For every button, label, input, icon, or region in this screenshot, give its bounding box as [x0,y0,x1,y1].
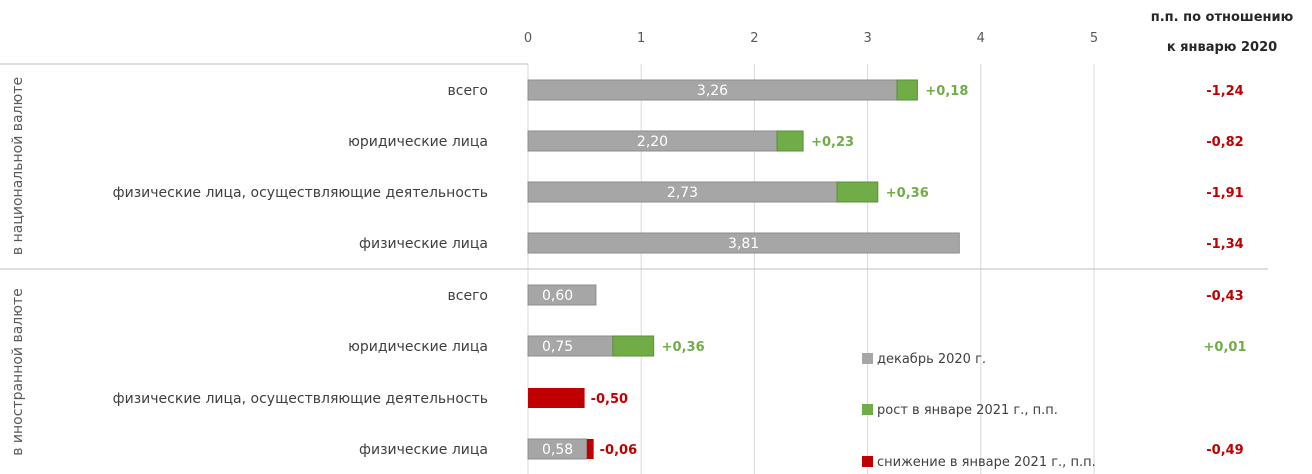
data-label-december: 2,73 [667,185,698,201]
category-label: физические лица, осуществляющие деятельн… [113,391,488,407]
legend-label: декабрь 2020 г. [877,352,986,367]
legend-label: рост в январе 2021 г., п.п. [877,403,1058,418]
category-label: физические лица [359,442,488,458]
legend-swatch [862,456,873,467]
table-row: всего 3,26 +0,18 -1,24 [448,79,1244,101]
table-row: физические лица, осуществляющие деятельн… [113,181,1244,203]
bar-increase [896,79,918,101]
table-row: физические лица, осуществляющие деятельн… [113,388,628,408]
pp-vs-jan2020: -1,91 [1206,186,1243,201]
data-label-change: +0,36 [662,340,705,355]
legend-label: снижение в январе 2021 г., п.п. [877,455,1096,470]
legend-item: декабрь 2020 г. [862,352,986,367]
x-tick-label: 0 [524,31,532,46]
legend-item: снижение в январе 2021 г., п.п. [862,455,1096,470]
legend-item: рост в январе 2021 г., п.п. [862,403,1058,418]
data-label-change: +0,36 [886,186,929,201]
pp-vs-jan2020: -1,34 [1206,237,1243,252]
group-labels: в национальной валюте в иностранной валют… [10,77,26,456]
category-label: физические лица, осуществляющие деятельн… [113,185,488,201]
pp-vs-jan2020: -1,24 [1206,84,1243,99]
table-row: физические лица 3,81 -1,34 [359,232,1244,254]
category-label: всего [448,83,488,99]
data-label-change: +0,18 [925,84,968,99]
pp-vs-jan2020: -0,43 [1206,289,1243,304]
x-tick-label: 1 [637,31,645,46]
table-row: всего 0,60 -0,43 [448,284,1244,306]
group-label: в национальной валюте [10,77,26,255]
x-tick-label: 2 [750,31,758,46]
group-label: в иностранной валюте [10,288,26,456]
right-header-line-2: к январю 2020 [1167,40,1277,55]
table-row: физические лица 0,58 -0,06 -0,49 [359,438,1244,460]
x-axis-ticks: 0 1 2 3 4 5 [524,31,1098,46]
category-label: юридические лица [348,134,488,150]
category-label: всего [448,288,488,304]
pp-vs-jan2020: -0,49 [1206,443,1243,458]
bar-increase [776,130,804,152]
data-label-december: 2,20 [637,134,668,150]
table-row: юридические лица 0,75 +0,36 +0,01 [348,335,1247,357]
bar-december [527,284,597,306]
x-tick-label: 3 [863,31,871,46]
legend-swatch [862,353,873,364]
bar-increase [612,335,655,357]
table-row: юридические лица 2,20 +0,23 -0,82 [348,130,1244,152]
category-label: физические лица [359,236,488,252]
bar-decrease [586,439,594,459]
data-label-december: 0,75 [542,339,573,355]
right-header-line-1: п.п. по отношению [1151,10,1294,25]
legend-swatch [862,404,873,415]
data-label-change: -0,50 [591,392,628,407]
x-tick-label: 4 [977,31,985,46]
group-separators [0,63,1268,270]
legend: декабрь 2020 г. рост в январе 2021 г., п.… [862,352,1096,470]
data-label-december: 0,58 [542,442,573,458]
category-label: юридические лица [348,339,488,355]
pp-vs-jan2020: -0,82 [1206,135,1243,150]
right-column-header: п.п. по отношению к январю 2020 [1151,10,1294,55]
data-label-december: 3,81 [728,236,759,252]
bar-december [527,232,960,254]
bar-increase [836,181,879,203]
pp-vs-jan2020: +0,01 [1204,340,1247,355]
data-label-december: 0,60 [542,288,573,304]
data-label-december: 3,26 [697,83,728,99]
bar-decrease [528,388,585,408]
data-label-change: +0,23 [811,135,854,150]
chart-rows: всего 3,26 +0,18 -1,24 юридические лица 2,20 +… [113,79,1247,460]
x-tick-label: 5 [1090,31,1098,46]
data-label-change: -0,06 [600,443,637,458]
